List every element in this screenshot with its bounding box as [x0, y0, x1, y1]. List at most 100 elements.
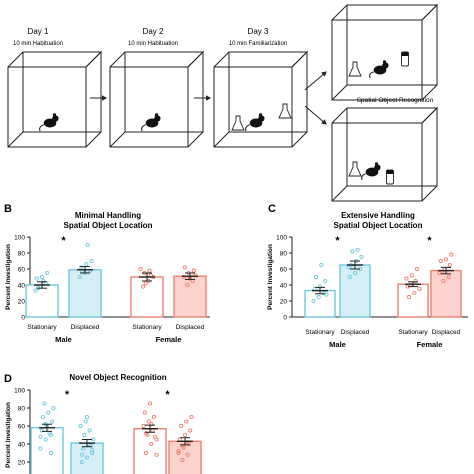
x-tick-label: Stationary [398, 329, 428, 336]
data-point [347, 274, 352, 280]
y-tick-label: 0 [21, 315, 25, 322]
cage-day3 [213, 50, 309, 148]
data-point [88, 443, 93, 448]
mouse-day1-body [43, 118, 57, 128]
mouse-test-bottom-tail [361, 173, 366, 181]
data-point [39, 428, 44, 433]
mouse-day3-tail [245, 124, 250, 132]
data-point [90, 450, 95, 456]
data-point [39, 274, 45, 280]
cage-test-bottom-top [331, 107, 439, 124]
data-point [346, 265, 351, 270]
y-tick-label: 80 [18, 251, 26, 258]
data-point [34, 276, 39, 281]
mouse-test-top-ear [382, 60, 387, 64]
data-point [151, 414, 156, 420]
data-point [350, 249, 355, 254]
data-point [414, 266, 419, 272]
y-tick-label: 60 [18, 267, 26, 274]
chart-panel-d: D Novel Object Recognition 20 40 60 80 100Perc… [4, 373, 202, 474]
day3-subtitle: 10 min Familiarization [229, 41, 287, 47]
data-point [352, 270, 358, 276]
data-point [38, 446, 43, 451]
data-point [149, 422, 154, 427]
x-tick-label: Stationary [27, 324, 57, 331]
significance-star: * [165, 389, 170, 401]
data-point [438, 258, 443, 264]
mouse-day3-head [258, 115, 265, 122]
data-point [176, 449, 181, 454]
day3-title: Day 3 [248, 27, 269, 36]
cage-day1-back-edges [7, 52, 101, 148]
bar-2 [397, 283, 429, 318]
chart-title: Novel Object Recognition [69, 373, 166, 382]
chart-title: Minimal Handling [75, 211, 141, 220]
arrow-to-test-top-shaft [304, 71, 327, 91]
data-point [185, 452, 190, 457]
data-point [84, 414, 90, 420]
data-point [185, 282, 190, 288]
mouse-day3-body [249, 118, 263, 128]
y-tick-label: 60 [280, 267, 288, 274]
data-point [355, 247, 360, 252]
data-point [77, 274, 82, 280]
bottle-test-top [401, 51, 409, 67]
flask-test-top-shape [348, 61, 362, 77]
cage-day3-back-edges [213, 52, 307, 148]
spatial-object-recognition-label: Spatial Object Recognition [357, 97, 434, 104]
arrow-to-test-top-head [321, 71, 327, 77]
x-tick-label: Displaced [341, 329, 370, 336]
data-point [45, 270, 50, 276]
flask-test-bottom [348, 161, 362, 177]
data-point [412, 290, 417, 296]
data-point [85, 242, 90, 248]
data-point [138, 266, 143, 272]
cage-test-bottom-front [331, 122, 423, 202]
y-tick-label: 20 [18, 299, 26, 306]
cage-test-top-side [421, 3, 438, 101]
y-tick-label: 80 [18, 406, 26, 413]
data-point [84, 455, 90, 460]
panel-letter: C [268, 203, 276, 215]
y-tick-label: 20 [280, 299, 288, 306]
data-point [154, 452, 159, 457]
x-tick-label: Stationary [132, 324, 162, 331]
mouse-day2-tail [141, 124, 146, 132]
data-point [188, 428, 193, 433]
mouse-day3-ear [258, 113, 263, 117]
bar-1 [68, 269, 102, 318]
y-tick-label: 60 [18, 424, 26, 431]
mouse-day1-ear [52, 113, 57, 117]
chart-subtitle: Spatial Object Location [334, 221, 423, 230]
data-point [179, 423, 184, 429]
mouse-test-top-head [382, 62, 389, 69]
mouse-test-top-body [373, 65, 387, 75]
day2-subtitle: 10 min Habituation [128, 41, 178, 47]
y-tick-label: 100 [276, 235, 287, 242]
data-point [89, 258, 94, 264]
y-axis-label: Percent Investigation [5, 244, 12, 310]
data-point [149, 441, 154, 447]
y-tick-label: 80 [280, 251, 288, 258]
data-point [181, 274, 186, 280]
bar-3 [173, 275, 207, 318]
data-point [441, 278, 446, 284]
mouse-test-top-tail [369, 71, 374, 79]
y-tick-label: 0 [283, 315, 287, 322]
cage-test-bottom-side [421, 106, 438, 202]
significance-star: * [65, 389, 70, 401]
significance-star: * [427, 235, 432, 247]
flask-test-bottom-shape [348, 161, 362, 177]
mouse-day3 [245, 113, 265, 132]
significance-star: * [335, 235, 340, 247]
mouse-test-bottom-ear [374, 162, 379, 166]
mouse-day1-head [52, 115, 59, 122]
data-point [182, 265, 187, 270]
data-point [41, 414, 46, 420]
bottle-test-bottom [386, 169, 394, 185]
data-point [88, 268, 93, 273]
data-point [144, 431, 149, 436]
